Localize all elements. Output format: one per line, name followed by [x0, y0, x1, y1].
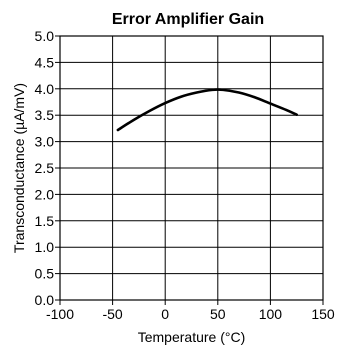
y-axis-label: Transconductance (µA/mV)	[11, 83, 27, 253]
y-tick-label: 3.5	[35, 107, 55, 123]
x-tick-label: 0	[161, 306, 169, 322]
y-tick-label: 2.0	[35, 186, 55, 202]
plot-frame	[59, 35, 324, 301]
y-tick-label: 0.5	[35, 266, 55, 282]
grid	[55, 35, 324, 305]
tick-labels: -100 -50 0 50 100 150 0.0 0.5 1.0 1.5 2.0 2.5 3.0 3.5…	[35, 28, 335, 322]
y-tick-label: 3.0	[35, 134, 55, 150]
y-tick-label: 4.5	[35, 54, 55, 70]
y-tick-label: 1.5	[35, 213, 55, 229]
series-line	[116, 88, 298, 132]
chart-title: Error Amplifier Gain	[112, 11, 264, 28]
y-tick-label: 5.0	[35, 28, 55, 44]
x-tick-label: -100	[46, 306, 74, 322]
x-tick-label: 50	[210, 306, 226, 322]
y-tick-label: 0.0	[35, 292, 55, 308]
x-tick-label: -50	[102, 306, 122, 322]
y-tick-label: 1.0	[35, 239, 55, 255]
series-layer	[116, 88, 298, 132]
y-tick-label: 2.5	[35, 160, 55, 176]
x-tick-label: 150	[311, 306, 335, 322]
x-tick-label: 100	[259, 306, 283, 322]
y-tick-label: 4.0	[35, 81, 55, 97]
x-axis-label: Temperature (°C)	[138, 329, 246, 345]
